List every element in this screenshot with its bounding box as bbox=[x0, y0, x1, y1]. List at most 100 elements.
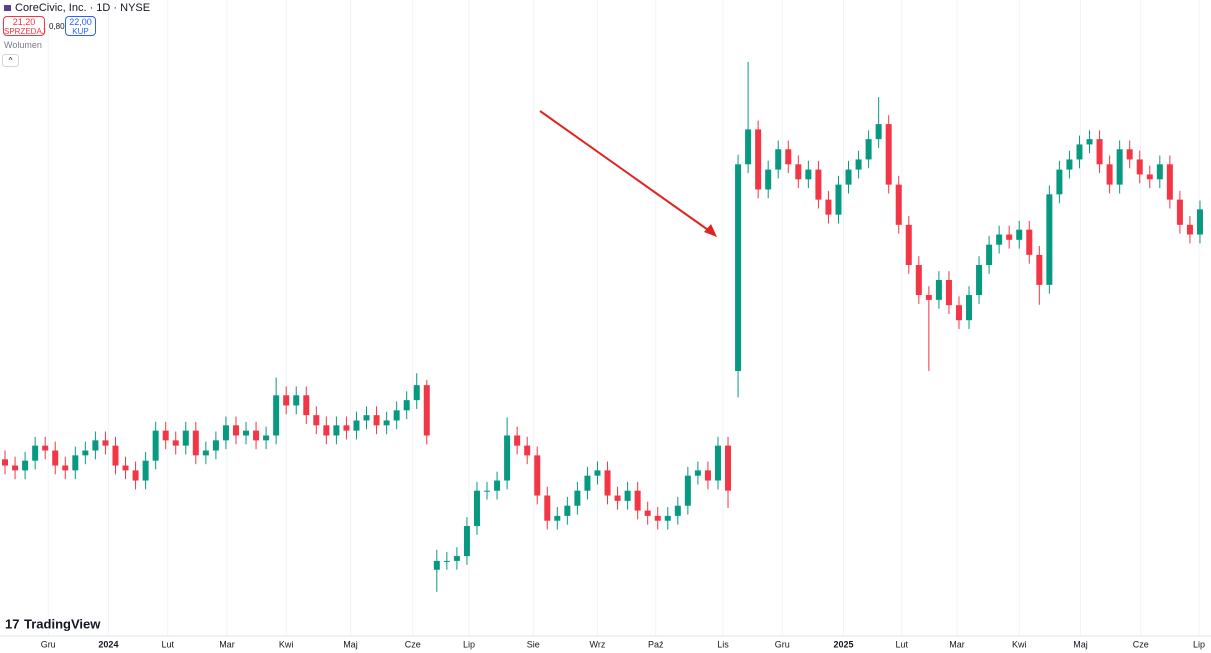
candle-body bbox=[263, 435, 270, 441]
candle-body bbox=[815, 169, 822, 200]
collapse-button[interactable]: ^ bbox=[2, 54, 19, 67]
x-tick-label: Kwi bbox=[1012, 639, 1027, 649]
candle-body bbox=[594, 470, 601, 476]
candle-body bbox=[1086, 139, 1093, 145]
sell-price: 21,20 bbox=[12, 17, 36, 27]
x-tick-label: 2025 bbox=[833, 639, 853, 649]
candle-body bbox=[363, 415, 370, 421]
candle-body bbox=[504, 435, 511, 481]
candle-body bbox=[664, 515, 671, 521]
candle-body bbox=[1066, 159, 1073, 170]
candle-body bbox=[182, 430, 189, 446]
candle-body bbox=[976, 265, 983, 296]
candle-body bbox=[905, 224, 912, 265]
title-text: CoreCivic, Inc. · 1D · NYSE bbox=[15, 2, 151, 14]
candle-body bbox=[775, 149, 782, 170]
candle-body bbox=[1166, 164, 1173, 200]
candle-body bbox=[313, 415, 320, 426]
candle-body bbox=[162, 430, 169, 441]
candle-body bbox=[1026, 229, 1033, 255]
logo: TradingView bbox=[24, 616, 101, 631]
buy-button[interactable]: 22,00 KUP bbox=[65, 16, 96, 36]
candle-body bbox=[945, 280, 952, 306]
candle-body bbox=[654, 515, 661, 521]
candle-body bbox=[544, 495, 551, 521]
x-tick-label: Lip bbox=[1193, 639, 1205, 649]
candle-body bbox=[484, 490, 491, 492]
candle-body bbox=[745, 129, 752, 165]
candle-body bbox=[574, 490, 581, 506]
x-tick-label: Sie bbox=[527, 639, 540, 649]
candle-body bbox=[494, 480, 501, 491]
x-tick-label: Cze bbox=[405, 639, 421, 649]
candle-body bbox=[433, 560, 440, 570]
candle-body bbox=[1006, 234, 1013, 240]
candle-body bbox=[22, 460, 29, 471]
spread: 0,80 bbox=[49, 22, 65, 31]
candle-body bbox=[212, 440, 219, 451]
candle-body bbox=[132, 470, 139, 481]
candle-body bbox=[865, 139, 872, 160]
candle-body bbox=[925, 295, 932, 300]
x-tick-label: Mar bbox=[219, 639, 235, 649]
candle-body bbox=[614, 495, 621, 501]
candle-body bbox=[12, 465, 19, 471]
candle-body bbox=[604, 470, 611, 496]
arrow-head bbox=[704, 224, 717, 237]
candle-body bbox=[584, 475, 591, 491]
candle-body bbox=[222, 425, 229, 441]
candle-body bbox=[1016, 229, 1023, 240]
candle-body bbox=[955, 305, 962, 321]
x-tick-label: Wrz bbox=[590, 639, 606, 649]
candle-body bbox=[413, 385, 420, 401]
candle-body bbox=[152, 430, 159, 461]
candle-body bbox=[1146, 174, 1153, 180]
candle-body bbox=[634, 490, 641, 511]
candle-body bbox=[463, 526, 470, 557]
candle-body bbox=[52, 450, 59, 466]
candle-body bbox=[353, 420, 360, 431]
candle-body bbox=[172, 440, 179, 446]
candle-body bbox=[383, 420, 390, 426]
candle-body bbox=[232, 425, 239, 436]
buy-price: 22,00 bbox=[69, 17, 92, 27]
candle-body bbox=[72, 455, 79, 471]
volume-label[interactable]: Wolumen bbox=[4, 40, 42, 50]
x-tick-label: Kwi bbox=[279, 639, 294, 649]
candle-body bbox=[885, 124, 892, 185]
x-tick-label: Lip bbox=[463, 639, 475, 649]
sell-button[interactable]: 21,20 SPRZEDAJ bbox=[3, 16, 46, 36]
buy-label: KUP bbox=[72, 27, 89, 36]
candle-body bbox=[122, 465, 129, 471]
candle-body bbox=[875, 124, 882, 140]
candle-body bbox=[192, 430, 199, 456]
candle-body bbox=[895, 184, 902, 225]
candle-body bbox=[303, 395, 310, 416]
candle-body bbox=[333, 425, 340, 436]
x-tick-label: Mar bbox=[949, 639, 965, 649]
candle-body bbox=[1046, 194, 1053, 285]
x-tick-label: Lut bbox=[895, 639, 908, 649]
candle-body bbox=[644, 510, 651, 516]
candle-body bbox=[1196, 209, 1203, 235]
candle-body bbox=[704, 470, 711, 481]
candle-body bbox=[785, 149, 792, 165]
candle-body bbox=[443, 560, 450, 562]
candle-body bbox=[915, 265, 922, 296]
candle-body bbox=[32, 445, 39, 461]
x-tick-label: Maj bbox=[1073, 639, 1088, 649]
candle-body bbox=[273, 395, 280, 436]
candle-body bbox=[1126, 149, 1133, 160]
candle-body bbox=[765, 169, 772, 190]
logo-mark: 17 bbox=[5, 616, 19, 631]
candle-body bbox=[986, 244, 993, 265]
candle-body bbox=[2, 459, 9, 466]
x-tick-label: Cze bbox=[1133, 639, 1149, 649]
candle-body bbox=[805, 169, 812, 180]
candle-body bbox=[1136, 159, 1143, 175]
candle-body bbox=[514, 435, 521, 446]
candle-body bbox=[323, 425, 330, 436]
candle-body bbox=[82, 450, 89, 456]
